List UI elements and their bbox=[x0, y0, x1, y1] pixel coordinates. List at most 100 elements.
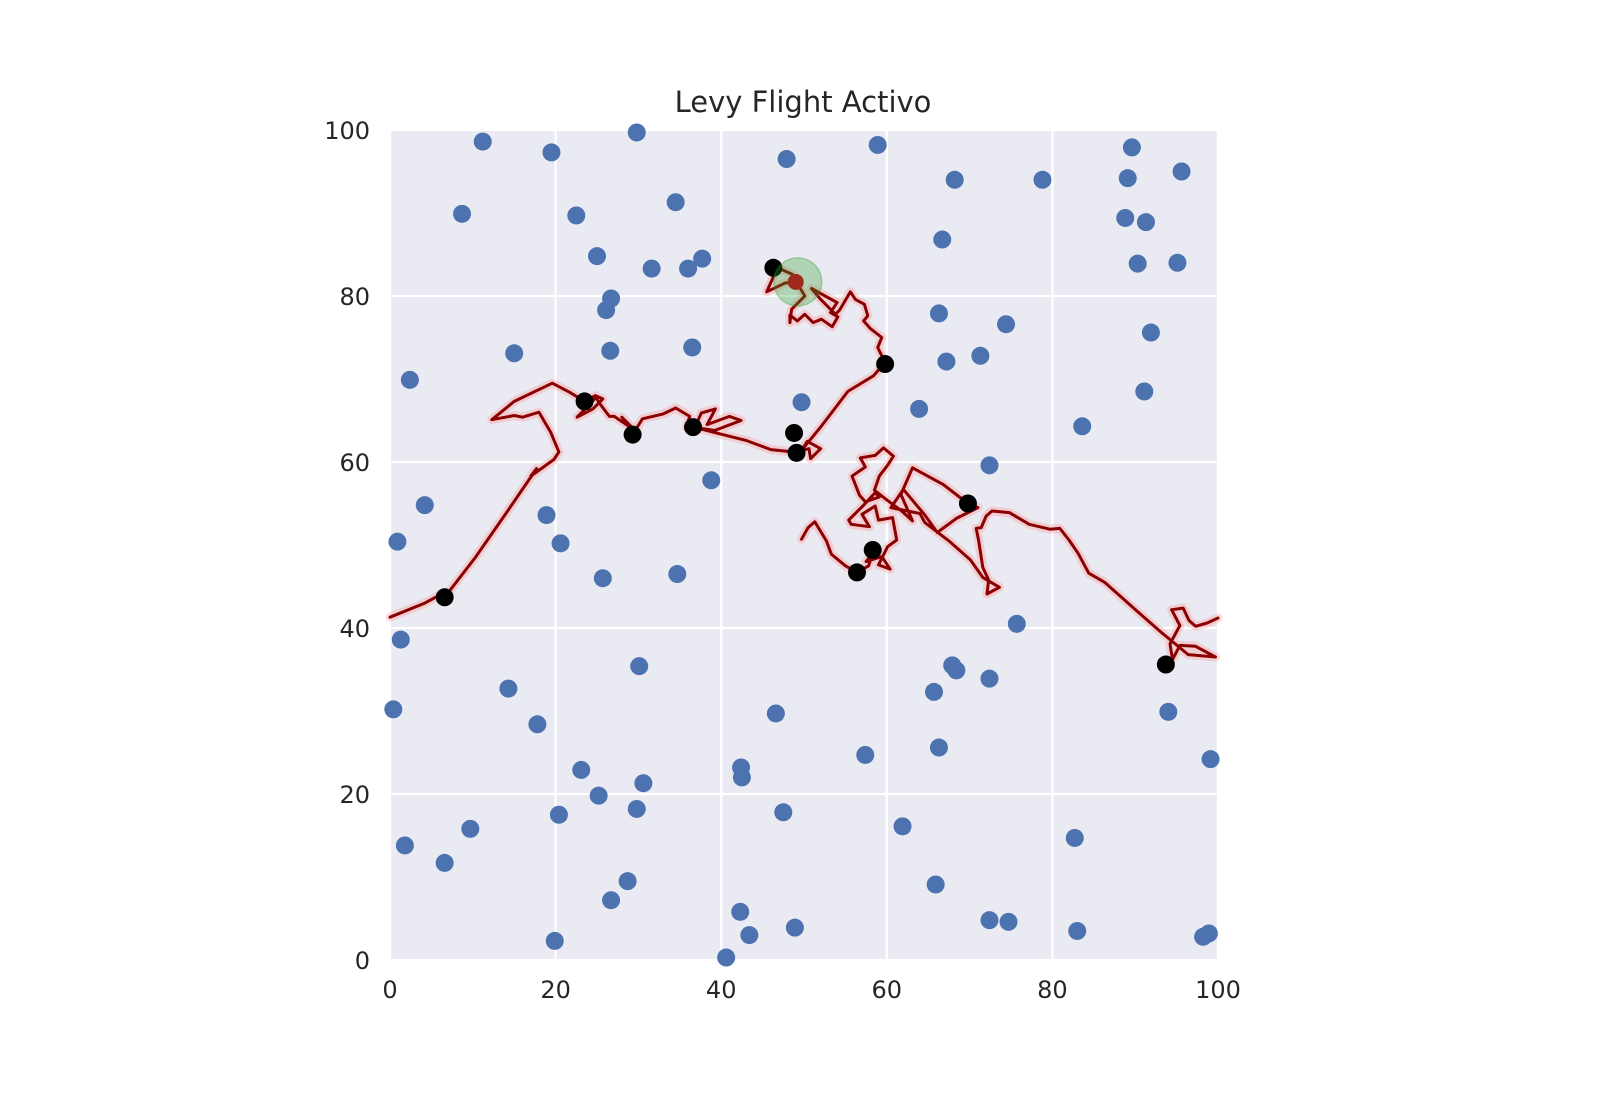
plot-area bbox=[390, 130, 1218, 960]
target-point bbox=[549, 805, 568, 824]
target-point bbox=[572, 760, 591, 779]
target-point bbox=[1116, 208, 1135, 227]
y-tick-label: 80 bbox=[339, 283, 370, 311]
target-point bbox=[1172, 162, 1191, 181]
target-point bbox=[453, 204, 472, 223]
target-point bbox=[545, 931, 564, 950]
target-point bbox=[731, 902, 750, 921]
target-point bbox=[1199, 924, 1218, 943]
y-axis-tick-labels: 0 20 40 60 80 100 bbox=[324, 117, 370, 975]
target-point bbox=[980, 669, 999, 688]
target-point bbox=[980, 456, 999, 475]
x-tick-label: 40 bbox=[706, 976, 737, 1004]
target-point bbox=[388, 532, 407, 551]
x-axis-tick-labels: 0 20 40 60 80 100 bbox=[382, 976, 1241, 1004]
target-point bbox=[785, 918, 804, 937]
target-point bbox=[589, 786, 608, 805]
target-point bbox=[766, 704, 785, 723]
target-point bbox=[567, 206, 586, 225]
target-point bbox=[693, 249, 712, 268]
target-point bbox=[1073, 417, 1092, 436]
chart-title: Levy Flight Activo bbox=[675, 85, 932, 119]
target-point bbox=[597, 301, 616, 320]
target-point bbox=[777, 150, 796, 169]
target-point bbox=[593, 569, 612, 588]
target-point bbox=[630, 657, 649, 676]
target-point bbox=[774, 803, 793, 822]
target-point bbox=[999, 912, 1018, 931]
target-point bbox=[924, 682, 943, 701]
target-point bbox=[1007, 614, 1026, 633]
target-point bbox=[505, 344, 524, 363]
y-tick-label: 100 bbox=[324, 117, 370, 145]
target-point bbox=[642, 259, 661, 278]
visited-point bbox=[785, 423, 804, 442]
visited-point bbox=[847, 563, 866, 582]
target-point bbox=[528, 715, 547, 734]
target-point bbox=[1065, 828, 1084, 847]
target-point bbox=[1168, 253, 1187, 272]
target-point bbox=[537, 506, 556, 525]
target-points bbox=[384, 123, 1220, 967]
target-point bbox=[435, 853, 454, 872]
grid-lines bbox=[388, 128, 1220, 962]
y-tick-label: 40 bbox=[339, 615, 370, 643]
target-point bbox=[395, 836, 414, 855]
target-point bbox=[1068, 921, 1087, 940]
visited-point bbox=[623, 425, 642, 444]
target-point bbox=[926, 875, 945, 894]
target-point bbox=[1159, 702, 1178, 721]
flight-path-1 bbox=[388, 266, 887, 619]
target-point bbox=[666, 193, 685, 212]
target-point bbox=[980, 911, 999, 930]
y-tick-label: 20 bbox=[339, 781, 370, 809]
target-point bbox=[971, 346, 990, 365]
target-point bbox=[929, 738, 948, 757]
target-point bbox=[391, 630, 410, 649]
target-point bbox=[679, 259, 698, 278]
target-point bbox=[1136, 213, 1155, 232]
visited-point bbox=[1156, 655, 1175, 674]
target-point bbox=[627, 123, 646, 142]
target-point bbox=[683, 338, 702, 357]
target-point bbox=[384, 700, 403, 719]
visited-point bbox=[876, 355, 895, 374]
target-point bbox=[415, 496, 434, 515]
target-point bbox=[1033, 170, 1052, 189]
target-point bbox=[1122, 138, 1141, 157]
visited-point bbox=[764, 258, 783, 277]
target-point bbox=[929, 304, 948, 323]
visited-point bbox=[684, 418, 703, 437]
visited-point bbox=[863, 540, 882, 559]
target-point bbox=[732, 768, 751, 787]
target-point bbox=[551, 534, 570, 553]
target-point bbox=[1128, 254, 1147, 273]
target-point bbox=[947, 661, 966, 680]
target-point bbox=[717, 948, 736, 967]
target-point bbox=[618, 872, 637, 891]
target-point bbox=[461, 819, 480, 838]
target-point bbox=[910, 399, 929, 418]
target-point bbox=[542, 143, 561, 162]
visited-point bbox=[787, 443, 806, 462]
x-tick-label: 100 bbox=[1195, 976, 1241, 1004]
visited-point bbox=[575, 392, 594, 411]
target-point bbox=[740, 926, 759, 945]
target-point bbox=[499, 679, 518, 698]
y-tick-label: 60 bbox=[339, 449, 370, 477]
target-point bbox=[1118, 169, 1137, 188]
target-point bbox=[588, 247, 606, 266]
visited-point bbox=[435, 588, 454, 607]
target-point bbox=[1201, 750, 1220, 769]
target-point bbox=[937, 352, 956, 371]
target-point bbox=[668, 565, 687, 584]
x-tick-label: 0 bbox=[382, 976, 397, 1004]
target-point bbox=[997, 315, 1016, 334]
target-point bbox=[400, 370, 419, 389]
x-tick-label: 60 bbox=[872, 976, 903, 1004]
x-tick-label: 20 bbox=[540, 976, 571, 1004]
x-tick-label: 80 bbox=[1037, 976, 1068, 1004]
target-point bbox=[893, 817, 912, 836]
target-point bbox=[868, 135, 887, 154]
